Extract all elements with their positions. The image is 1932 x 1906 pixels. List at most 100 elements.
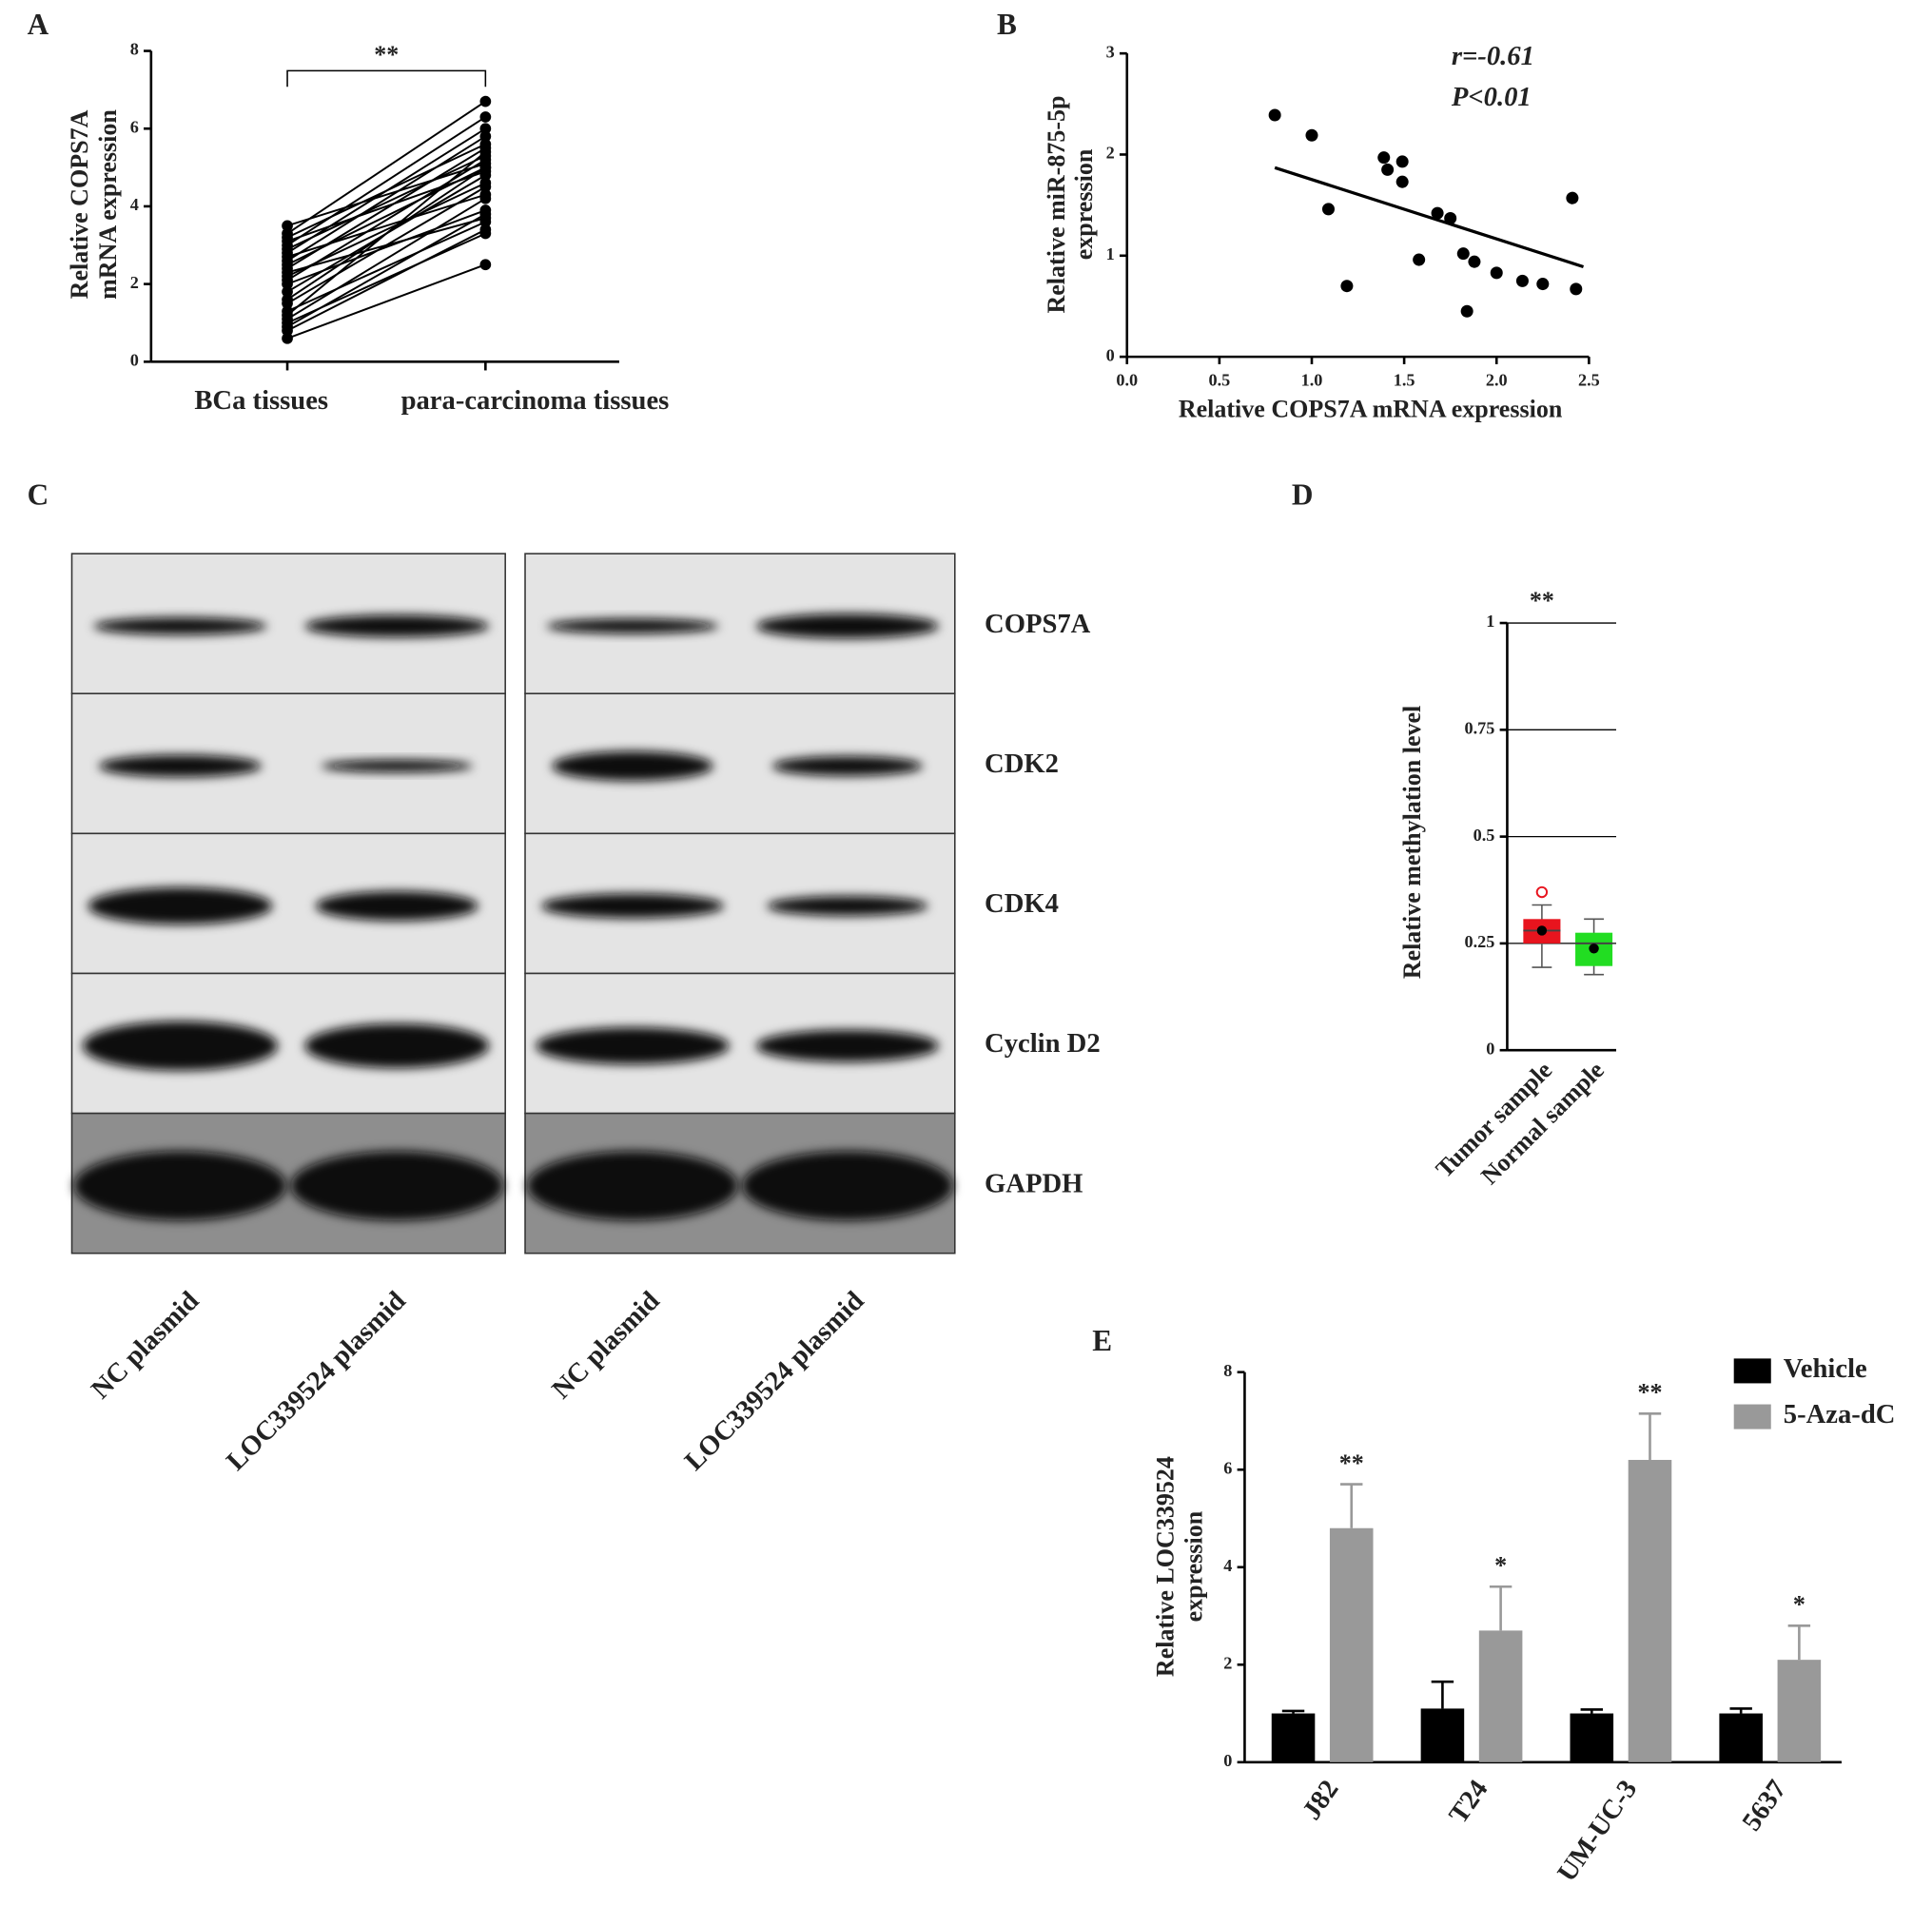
lane-label: LOC339524 plasmid — [221, 1286, 412, 1477]
band — [540, 893, 724, 919]
band — [73, 1151, 287, 1221]
pair-line — [286, 193, 486, 258]
y-tick-label: 4 — [130, 195, 139, 214]
y-axis-label: expression — [1070, 148, 1098, 260]
point — [282, 285, 293, 298]
y-tick-label: 2 — [1223, 1653, 1232, 1672]
point — [479, 204, 492, 216]
x-axis-label: Relative COPS7A mRNA expression — [1179, 395, 1563, 422]
x-tick-label: 5637 — [1736, 1775, 1792, 1837]
pair-line — [286, 182, 486, 278]
lane-label: LOC339524 plasmid — [679, 1286, 870, 1477]
point — [1515, 274, 1529, 287]
pair-line — [286, 263, 486, 340]
y-tick-label: 1 — [1106, 244, 1115, 263]
panel-label: D — [1292, 478, 1314, 512]
band — [546, 618, 719, 634]
y-tick-label: 0 — [1223, 1751, 1232, 1770]
point — [1570, 282, 1583, 296]
y-axis-label: Relative miR-875-5p — [1043, 95, 1070, 313]
protein-label: GAPDH — [985, 1168, 1083, 1198]
significance: ** — [1339, 1449, 1364, 1477]
point — [1460, 304, 1473, 318]
y-axis-label: mRNA expression — [94, 109, 122, 300]
point — [282, 294, 293, 305]
point — [282, 332, 293, 344]
y-tick-label: 2 — [1106, 144, 1115, 163]
y-axis-label: Relative LOC339524 — [1152, 1456, 1180, 1677]
point — [479, 177, 492, 189]
pair-line — [286, 221, 486, 313]
band — [98, 754, 262, 778]
point — [479, 158, 492, 169]
x-tick-label: J82 — [1297, 1775, 1345, 1826]
y-tick-label: 6 — [130, 117, 139, 136]
y-tick-label: 3 — [1106, 42, 1115, 61]
bracket — [286, 69, 487, 88]
x-tick-label: UM-UC-3 — [1551, 1775, 1643, 1888]
band — [82, 1021, 278, 1071]
significance: ** — [1530, 587, 1554, 614]
pair-line — [286, 217, 486, 274]
pair-line — [286, 170, 486, 243]
legend-swatch — [1733, 1358, 1771, 1384]
bar — [1777, 1660, 1822, 1762]
point — [1305, 128, 1318, 142]
significance: ** — [1637, 1379, 1662, 1407]
pair-line — [286, 209, 486, 285]
y-tick-label: 1 — [1486, 612, 1494, 631]
panel-label: C — [28, 478, 49, 512]
band — [93, 617, 267, 635]
band — [755, 613, 939, 639]
band — [304, 614, 490, 638]
outlier — [1535, 885, 1549, 899]
x-tick-label: 1.0 — [1301, 370, 1323, 389]
pair-line — [286, 116, 486, 246]
lane-label: NC plasmid — [86, 1286, 205, 1406]
protein-label: COPS7A — [985, 609, 1091, 639]
pair-line — [286, 163, 486, 227]
y-tick-label: 8 — [1223, 1361, 1232, 1380]
y-axis-label: expression — [1181, 1510, 1208, 1622]
point — [1413, 253, 1426, 266]
point — [1444, 211, 1457, 224]
point — [479, 227, 492, 240]
band — [767, 896, 928, 916]
x-tick-label: para-carcinoma tissues — [401, 385, 670, 416]
point — [1268, 108, 1281, 122]
band — [304, 1023, 490, 1069]
point — [1395, 155, 1409, 168]
y-tick-label: 6 — [1223, 1458, 1232, 1477]
lane-label: NC plasmid — [546, 1286, 666, 1406]
bar — [1420, 1708, 1465, 1762]
band — [552, 750, 713, 782]
point — [1490, 266, 1503, 280]
band — [742, 1151, 953, 1221]
point — [282, 266, 293, 279]
annotation: r=-0.61 — [1452, 41, 1534, 71]
protein-label: CDK2 — [985, 749, 1059, 779]
x-tick-label: T24 — [1443, 1775, 1494, 1829]
fit-line — [1274, 165, 1585, 269]
legend-label: Vehicle — [1784, 1353, 1867, 1384]
pair-line — [286, 135, 486, 262]
band — [88, 886, 273, 925]
point — [1321, 203, 1335, 216]
bar — [1570, 1713, 1614, 1762]
point — [479, 123, 492, 135]
point — [479, 111, 492, 123]
protein-label: CDK4 — [985, 888, 1059, 919]
band — [771, 755, 923, 776]
band — [290, 1151, 503, 1221]
point — [1340, 280, 1354, 293]
point — [1468, 255, 1481, 268]
legend-swatch — [1733, 1404, 1771, 1430]
bar — [1628, 1459, 1672, 1762]
pair-line — [286, 197, 486, 321]
point — [479, 130, 492, 143]
point — [479, 146, 492, 158]
y-axis-label: Relative COPS7A — [66, 109, 93, 299]
panel-label: B — [997, 8, 1017, 41]
pair-line — [286, 232, 486, 324]
